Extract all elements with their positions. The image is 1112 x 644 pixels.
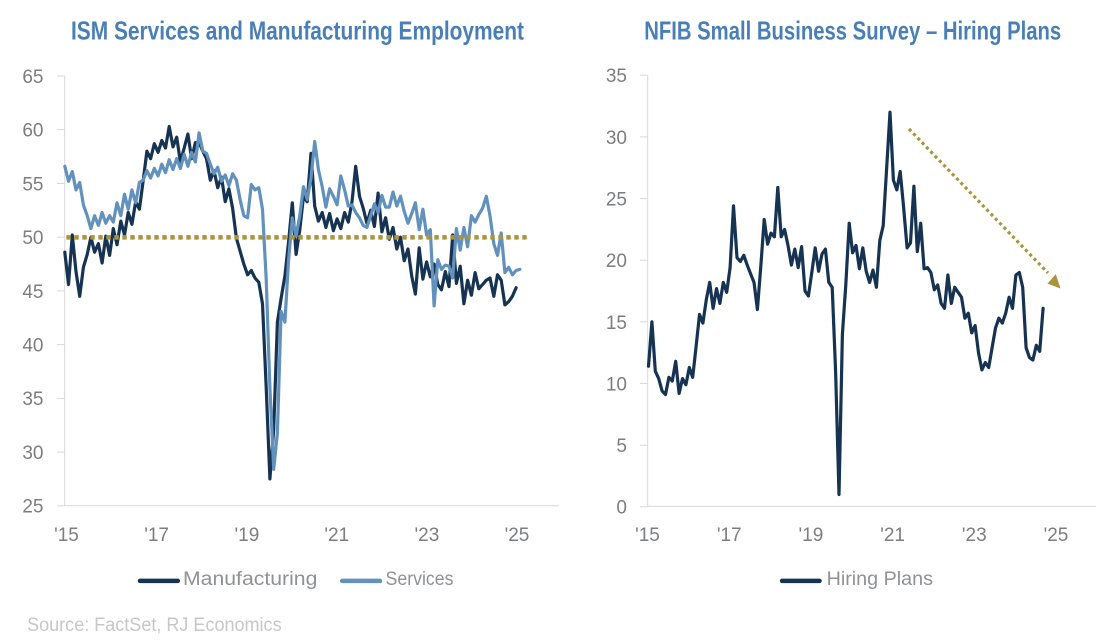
svg-text:35: 35 xyxy=(22,389,43,410)
svg-text:'23: '23 xyxy=(962,525,987,546)
svg-text:'25: '25 xyxy=(1044,525,1069,546)
svg-text:Services: Services xyxy=(386,569,454,590)
svg-text:'21: '21 xyxy=(324,525,349,546)
svg-text:0: 0 xyxy=(616,498,627,519)
svg-text:25: 25 xyxy=(22,497,43,518)
svg-text:'21: '21 xyxy=(880,525,905,546)
svg-text:NFIB Small Business Survey – H: NFIB Small Business Survey – Hiring Plan… xyxy=(644,16,1061,46)
svg-text:55: 55 xyxy=(22,174,43,195)
svg-text:'19: '19 xyxy=(235,525,260,546)
svg-text:Source: FactSet, RJ Economics: Source: FactSet, RJ Economics xyxy=(27,615,282,636)
svg-text:'23: '23 xyxy=(415,525,440,546)
svg-text:35: 35 xyxy=(606,66,627,87)
svg-text:20: 20 xyxy=(606,251,627,272)
svg-text:50: 50 xyxy=(22,228,43,249)
svg-text:'25: '25 xyxy=(505,525,530,546)
svg-text:Manufacturing: Manufacturing xyxy=(183,569,317,590)
svg-text:65: 65 xyxy=(22,67,43,88)
svg-text:Hiring Plans: Hiring Plans xyxy=(827,569,933,590)
svg-text:60: 60 xyxy=(22,121,43,142)
svg-text:'15: '15 xyxy=(635,525,660,546)
svg-text:45: 45 xyxy=(22,282,43,303)
svg-text:'17: '17 xyxy=(144,525,169,546)
svg-text:'19: '19 xyxy=(799,525,824,546)
svg-text:40: 40 xyxy=(22,336,43,357)
svg-text:30: 30 xyxy=(22,443,43,464)
svg-text:'17: '17 xyxy=(717,525,742,546)
svg-text:ISM Services and Manufacturing: ISM Services and Manufacturing Employmen… xyxy=(71,16,524,46)
svg-text:25: 25 xyxy=(606,190,627,211)
svg-text:15: 15 xyxy=(606,313,627,334)
svg-text:5: 5 xyxy=(616,436,627,457)
svg-text:30: 30 xyxy=(606,128,627,149)
svg-text:'15: '15 xyxy=(54,525,79,546)
svg-text:10: 10 xyxy=(606,374,627,395)
